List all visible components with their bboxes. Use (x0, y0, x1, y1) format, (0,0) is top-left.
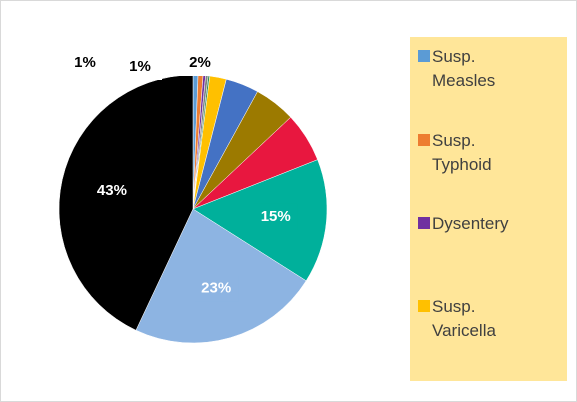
legend-label: Susp. Measles (432, 47, 496, 90)
data-label-box (194, 275, 239, 302)
data-label: 1% (129, 58, 151, 75)
legend-label: Dysentery (432, 214, 509, 233)
data-label: 23% (201, 280, 231, 297)
legend-swatch (418, 300, 430, 312)
legend-swatch (418, 134, 430, 146)
data-label: 15% (261, 208, 291, 225)
data-label-box (253, 203, 298, 230)
data-label-box (178, 50, 222, 76)
data-label: 1% (74, 54, 96, 71)
legend-swatch (418, 217, 430, 229)
data-label: 43% (97, 182, 127, 199)
legend: Susp. Measles Susp. Typhoid Dysentery Susp.… (410, 37, 567, 381)
data-label: 2% (189, 54, 211, 71)
legend-label: Susp. Typhoid (432, 131, 492, 174)
legend-swatch (418, 50, 430, 62)
data-label-box (118, 54, 162, 80)
data-label-box (63, 50, 107, 76)
data-label-box (89, 177, 134, 204)
legend-label: Susp. Varicella (432, 297, 496, 340)
